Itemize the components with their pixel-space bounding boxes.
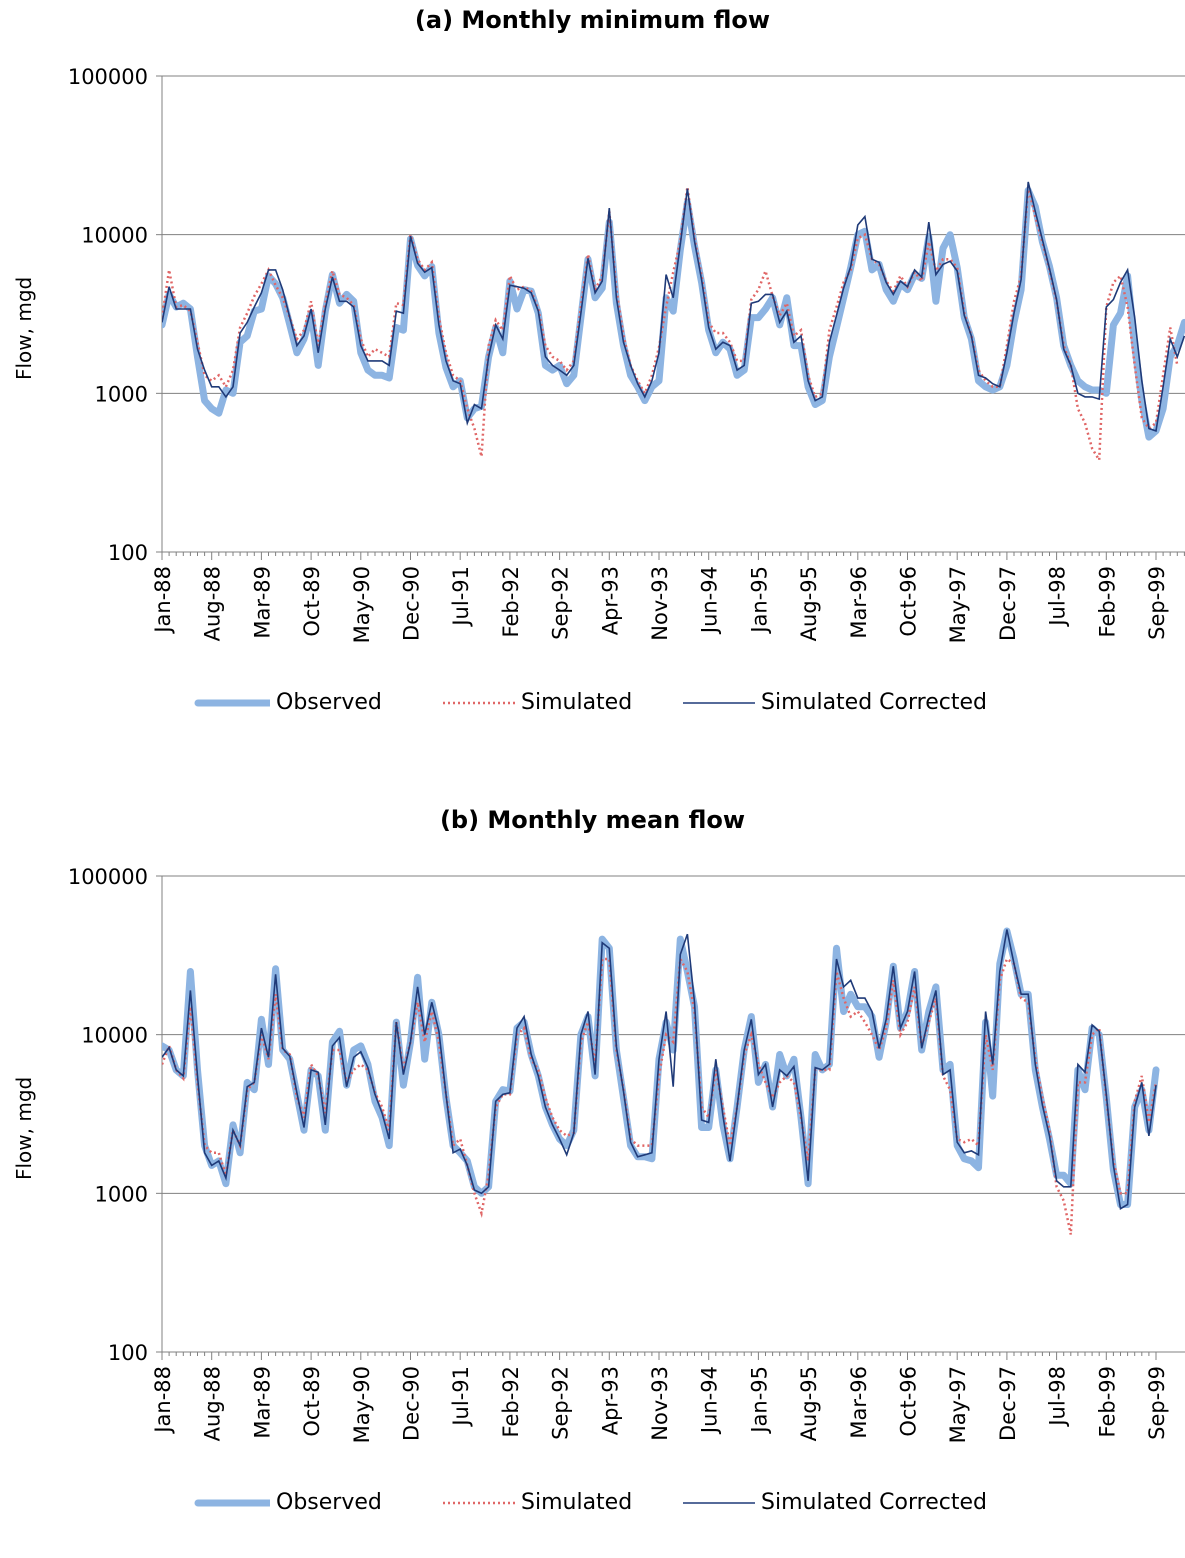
x-tick-label: Sep-99 <box>1145 1366 1169 1440</box>
y-tick-label: 100 <box>108 541 148 565</box>
x-tick-label: Jul-91 <box>449 1366 473 1428</box>
legend-swatch <box>683 702 755 704</box>
x-tick-label: Aug-88 <box>201 566 225 641</box>
x-tick-label: Sep-99 <box>1145 566 1169 640</box>
x-tick-label: Jun-94 <box>698 1366 722 1435</box>
legend-swatch <box>194 699 270 707</box>
legend-swatch <box>194 1499 270 1507</box>
x-tick-label: May-90 <box>350 1366 374 1443</box>
x-tick-label: Oct-89 <box>300 566 324 637</box>
x-tick-label: Aug-88 <box>201 1366 225 1441</box>
x-tick-label: Jul-98 <box>1046 566 1070 628</box>
series-line-simulated-corrected <box>162 929 1157 1210</box>
x-tick-label: Feb-99 <box>1095 1366 1119 1437</box>
x-tick-label: Mar-96 <box>847 1366 871 1439</box>
series-line-simulated <box>162 186 1179 465</box>
x-tick-label: Jan-95 <box>747 1366 771 1435</box>
x-tick-label: Dec-90 <box>400 1366 424 1441</box>
x-tick-label: Dec-90 <box>400 566 424 641</box>
x-tick-label: Oct-89 <box>300 1366 324 1437</box>
y-tick-label: 1000 <box>95 382 148 406</box>
x-tick-label: Jan-95 <box>747 566 771 635</box>
plot-area: 100 1000 10000 100000 Jan-88 Aug-88 Mar-89 Oct-… <box>68 65 1185 643</box>
chart-b: (b) Monthly mean flow Flow, mgd 100 1000 1… <box>0 800 1185 1558</box>
x-tick-label: Feb-92 <box>499 566 523 637</box>
x-tick-label: Feb-92 <box>499 1366 523 1437</box>
x-tick-label: Mar-89 <box>250 566 274 639</box>
x-tick-label: May-97 <box>946 1366 970 1443</box>
x-tick-label: Jun-94 <box>698 566 722 635</box>
x-tick-label: Nov-93 <box>648 1366 672 1441</box>
series-line-simulated-corrected <box>162 181 1185 432</box>
legend-label: Observed <box>276 690 382 715</box>
legend-swatch <box>443 1501 515 1505</box>
x-tick-label: May-97 <box>946 566 970 643</box>
x-tick-label: Jul-98 <box>1046 1366 1070 1428</box>
x-tick-label: Nov-93 <box>648 566 672 641</box>
x-tick-label: Mar-96 <box>847 566 871 639</box>
legend-label: Simulated <box>521 1490 633 1515</box>
chart-title: (b) Monthly mean flow <box>439 806 746 834</box>
x-tick-label: Jul-91 <box>449 566 473 628</box>
legend-swatch <box>443 701 515 705</box>
x-tick-label: Jan-88 <box>151 1366 175 1435</box>
x-tick-label: Oct-96 <box>897 1366 921 1437</box>
y-tick-label: 100000 <box>68 865 148 889</box>
x-tick-label: Aug-95 <box>797 566 821 641</box>
x-tick-label: Dec-97 <box>996 1366 1020 1441</box>
y-tick-label: 1000 <box>95 1182 148 1206</box>
x-tick-label: May-90 <box>350 566 374 643</box>
x-tick-label: Jan-88 <box>151 566 175 635</box>
x-tick-label: Sep-92 <box>549 566 573 640</box>
legend-label: Simulated Corrected <box>761 690 987 715</box>
x-tick-label: Oct-96 <box>897 566 921 637</box>
x-tick-label: Feb-99 <box>1095 566 1119 637</box>
x-tick-label: Aug-95 <box>797 1366 821 1441</box>
x-tick-label: Dec-97 <box>996 566 1020 641</box>
x-tick-label: Sep-92 <box>549 1366 573 1440</box>
y-tick-label: 100000 <box>68 65 148 89</box>
y-tick-label: 100 <box>108 1341 148 1365</box>
legend-label: Observed <box>276 1490 382 1515</box>
plot-area: 100 1000 10000 100000 Jan-88 Aug-88 Mar-89 Oct-… <box>68 865 1185 1443</box>
legend-swatch <box>683 1502 755 1504</box>
chart-a: (a) Monthly minimum flow Flow, mgd 100 10… <box>0 0 1185 758</box>
legend-label: Simulated <box>521 690 633 715</box>
chart-title: (a) Monthly minimum flow <box>414 6 771 34</box>
y-tick-label: 10000 <box>81 224 148 248</box>
series-line-observed <box>162 186 1185 441</box>
y-tick-label: 10000 <box>81 1024 148 1048</box>
x-tick-label: Apr-93 <box>598 566 622 635</box>
x-tick-label: Mar-89 <box>250 1366 274 1439</box>
x-tick-label: Apr-93 <box>598 1366 622 1435</box>
legend-label: Simulated Corrected <box>761 1490 987 1515</box>
